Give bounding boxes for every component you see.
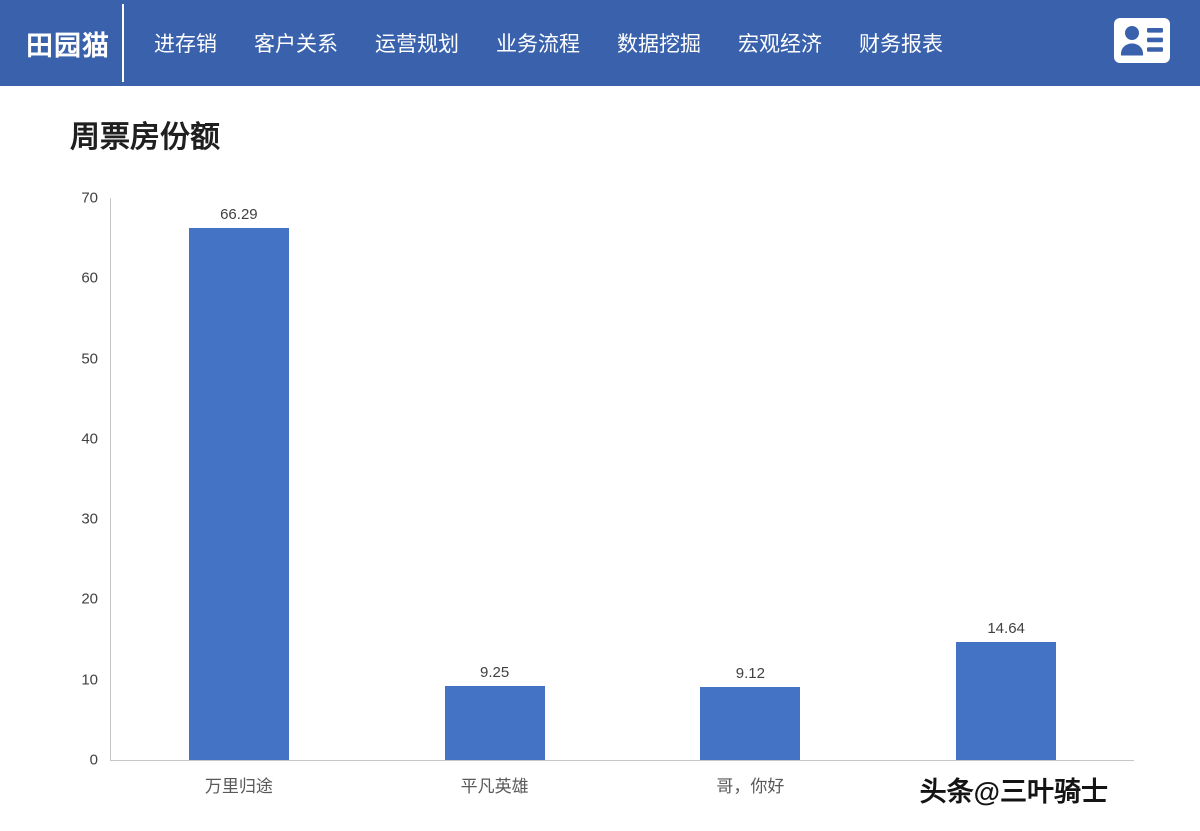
y-axis: 70 60 50 40 30 20 10 0 [64, 190, 110, 769]
nav-item-crm[interactable]: 客户关系 [254, 33, 338, 56]
nav-item-inventory[interactable]: 进存销 [154, 33, 217, 56]
y-axis-tick-label: 50 [81, 350, 98, 368]
x-axis-category-label: 哥，你好 [716, 777, 785, 796]
bar-slot: 66.29 [111, 198, 367, 760]
watermark: 头条@三叶骑士 [919, 777, 1108, 807]
id-card-icon [1114, 18, 1170, 68]
y-axis-tick-label: 30 [81, 510, 98, 528]
plot-area: 66.29 9.25 9.12 14.64 [110, 198, 1134, 761]
bar-value-label: 9.12 [735, 664, 765, 682]
bar-slot: 14.64 [878, 198, 1134, 760]
bar-value-label: 66.29 [220, 205, 258, 223]
y-axis-tick-label: 20 [81, 590, 98, 608]
top-nav-bar: 田园猫 进存销 客户关系 运营规划 业务流程 数据挖掘 宏观经济 财务报表 [0, 0, 1200, 86]
x-axis-category-label: 平凡英雄 [460, 777, 529, 796]
x-axis-category-label: 万里归途 [204, 777, 273, 796]
y-axis-tick-label: 0 [89, 751, 98, 769]
y-axis-tick-label: 40 [81, 430, 98, 448]
bar[interactable] [700, 686, 801, 760]
bar-slot: 9.12 [623, 198, 879, 760]
bar-chart: 70 60 50 40 30 20 10 0 66.29 9.25 9.12 14.64 万里归途 平… [64, 190, 1134, 797]
bar[interactable] [444, 685, 545, 760]
y-axis-tick-label: 10 [81, 671, 98, 689]
brand-logo[interactable]: 田园猫 [26, 30, 110, 61]
bar-value-label: 9.25 [480, 663, 510, 681]
nav-item-operations[interactable]: 运营规划 [375, 33, 459, 56]
chart-title: 周票房份额 [70, 121, 220, 154]
account-button[interactable] [1114, 18, 1170, 68]
nav-item-finance[interactable]: 财务报表 [859, 33, 943, 56]
nav-item-datamining[interactable]: 数据挖掘 [617, 33, 701, 56]
nav-item-process[interactable]: 业务流程 [496, 33, 580, 56]
chart-page: 周票房份额 70 60 50 40 30 20 10 0 66.29 9.25 9.12 14.64… [0, 112, 1200, 797]
y-axis-tick-label: 60 [81, 269, 98, 287]
x-axis-labels: 万里归途 平凡英雄 哥，你好 [111, 761, 1134, 797]
brand-divider [122, 4, 124, 82]
main-menu: 进存销 客户关系 运营规划 业务流程 数据挖掘 宏观经济 财务报表 [154, 28, 943, 58]
bar[interactable] [188, 227, 289, 760]
bar-value-label: 14.64 [987, 620, 1025, 638]
bar[interactable] [956, 642, 1057, 760]
bar-slot: 9.25 [367, 198, 623, 760]
y-axis-tick-label: 70 [81, 189, 98, 207]
nav-item-macro[interactable]: 宏观经济 [738, 33, 822, 56]
